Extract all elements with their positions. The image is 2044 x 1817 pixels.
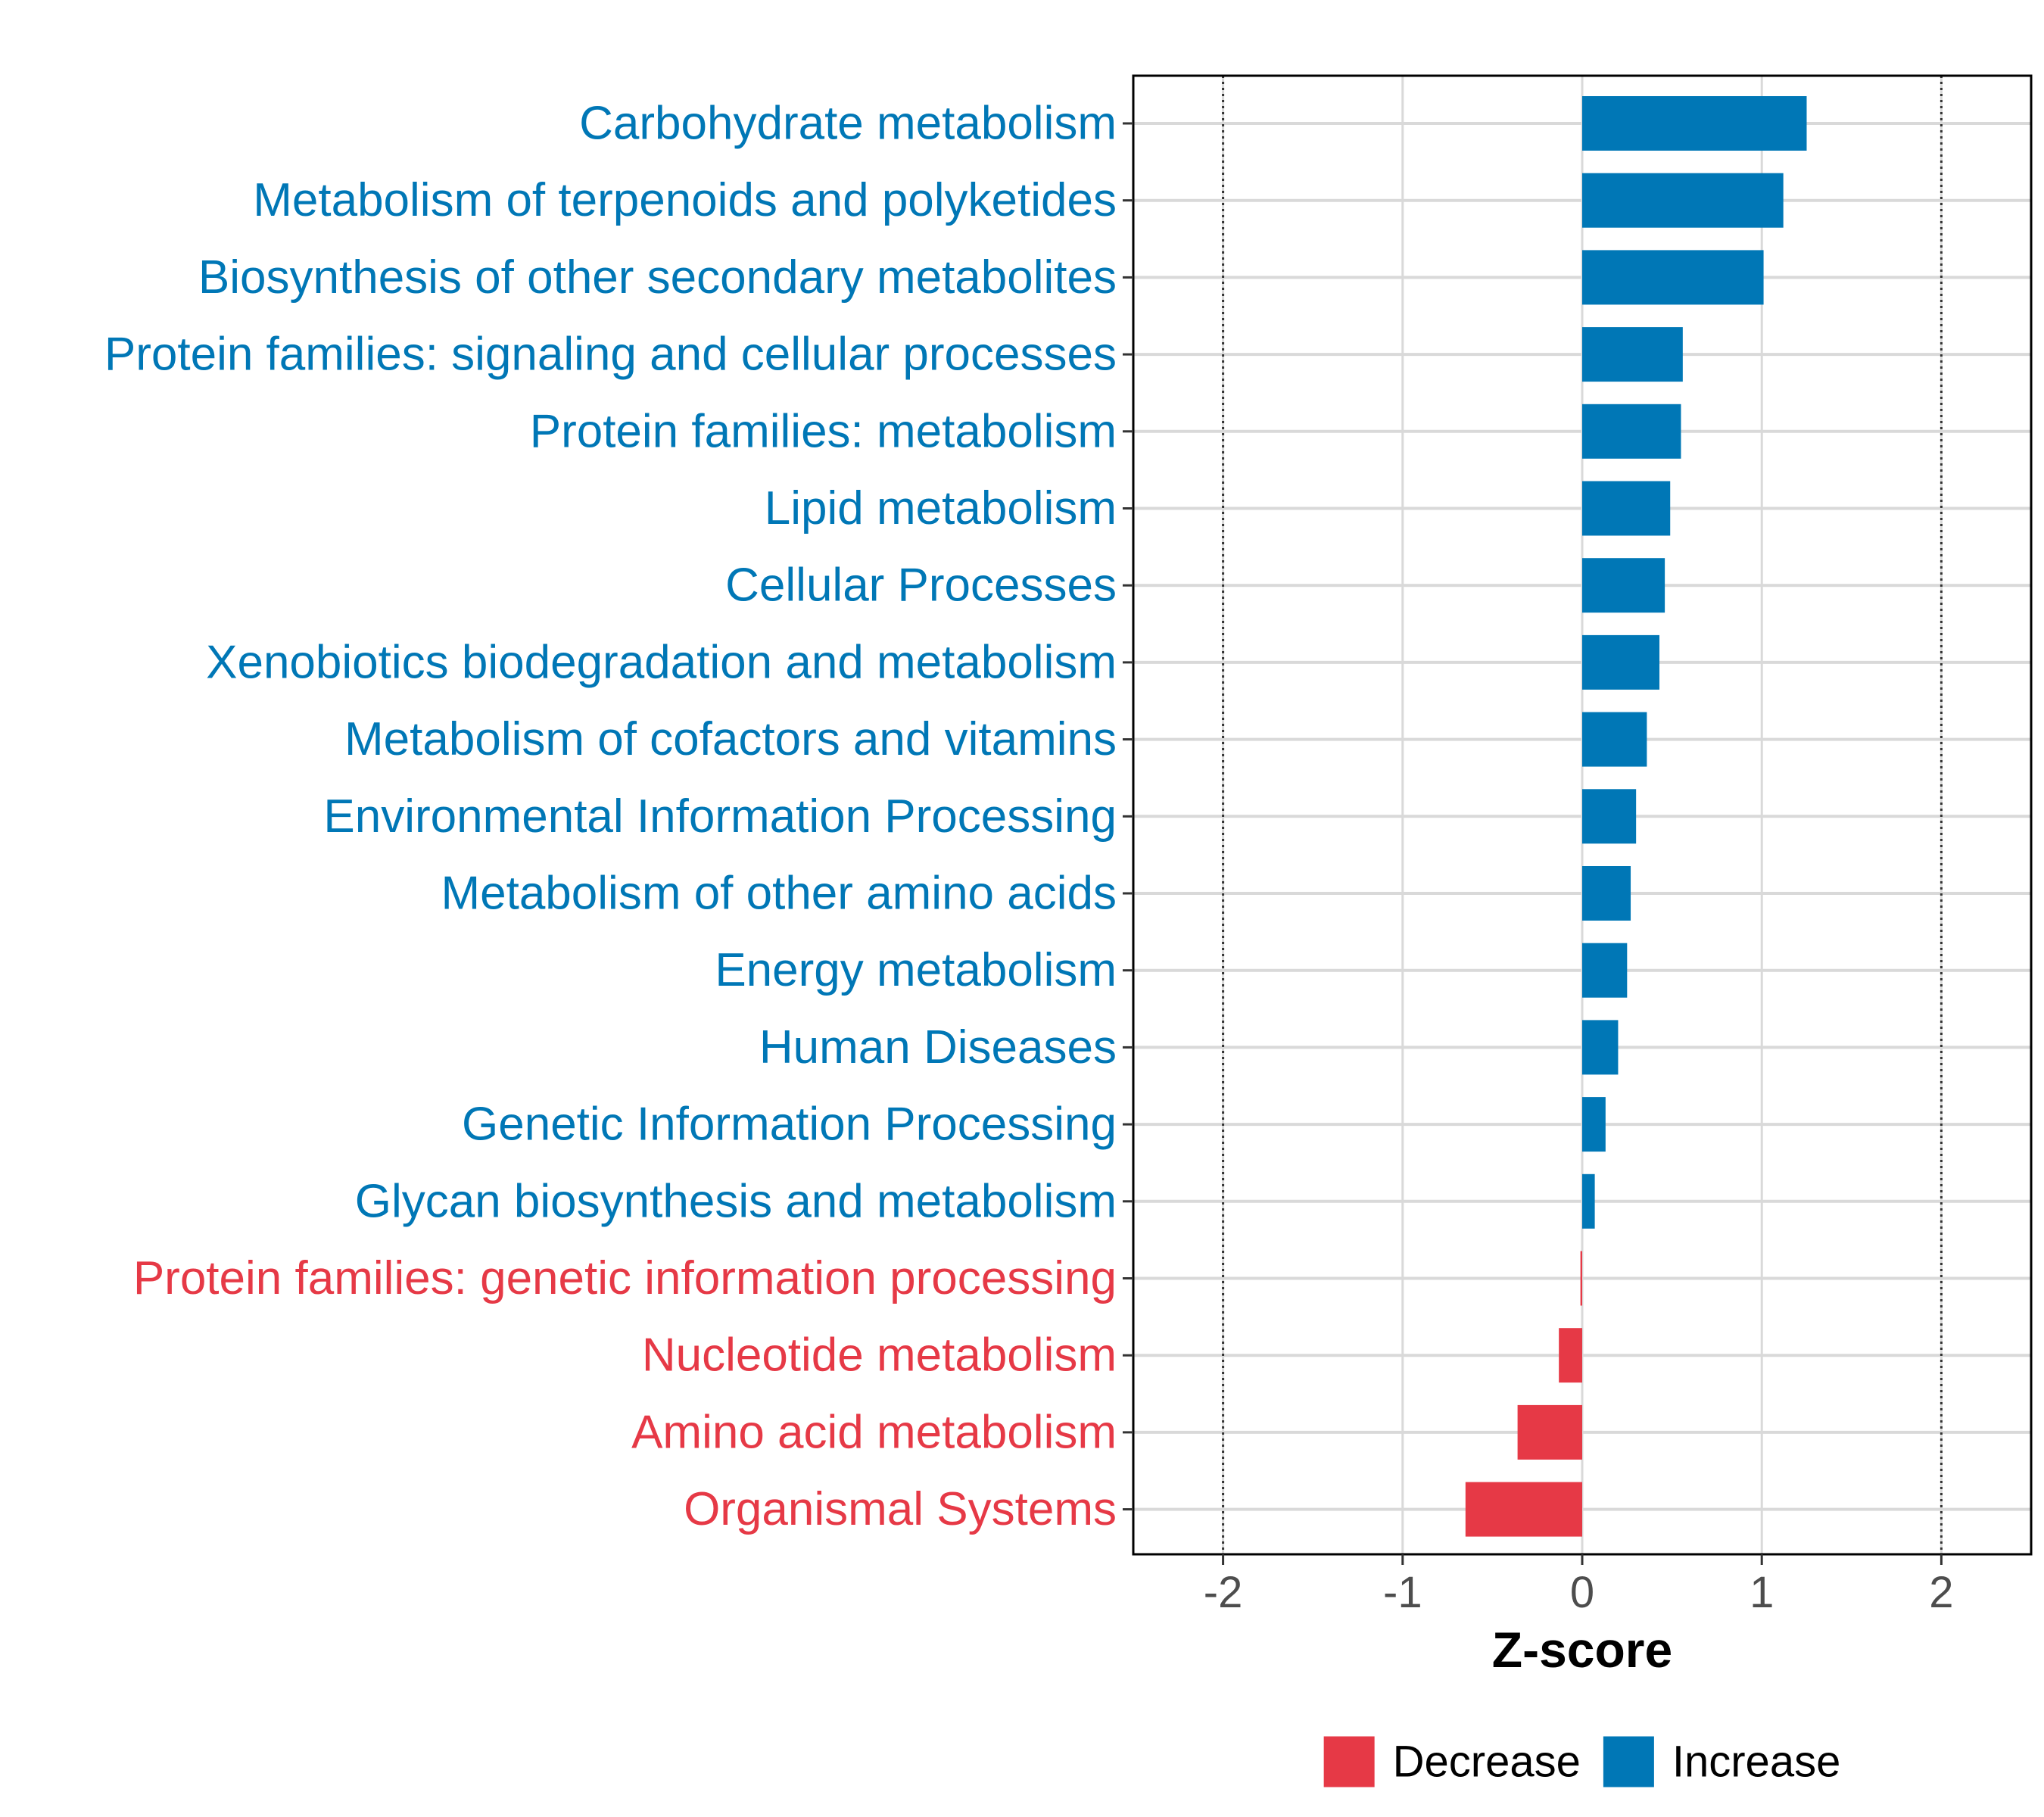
category-label: Xenobiotics biodegradation and metabolis… <box>206 636 1117 688</box>
bar <box>1582 558 1665 613</box>
bar <box>1582 943 1628 998</box>
legend-label-increase: Increase <box>1672 1738 1840 1787</box>
category-label: Energy metabolism <box>715 944 1117 996</box>
category-label: Environmental Information Processing <box>323 790 1117 843</box>
legend-key-increase <box>1603 1736 1654 1787</box>
category-label: Nucleotide metabolism <box>642 1329 1117 1382</box>
category-label: Protein families: genetic information pr… <box>133 1252 1117 1304</box>
y-axis-ticks: Carbohydrate metabolism Metabolism of ter… <box>104 98 1133 1535</box>
x-tick-label: 1 <box>1750 1568 1774 1617</box>
x-tick-label: 0 <box>1570 1568 1594 1617</box>
bar <box>1580 1251 1582 1306</box>
bar <box>1582 712 1647 767</box>
bar <box>1582 1173 1595 1229</box>
category-label: Genetic Information Processing <box>462 1099 1117 1151</box>
category-label: Cellular Processes <box>725 559 1117 612</box>
category-label: Metabolism of cofactors and vitamins <box>344 713 1117 765</box>
bar <box>1559 1328 1582 1383</box>
x-axis-title: Z-score <box>1492 1622 1672 1678</box>
bar <box>1465 1482 1582 1537</box>
bar <box>1517 1404 1582 1460</box>
bar <box>1582 1097 1606 1152</box>
category-label: Organismal Systems <box>684 1483 1117 1535</box>
category-label: Carbohydrate metabolism <box>579 98 1117 150</box>
bars <box>1465 96 1807 1537</box>
bar <box>1582 250 1764 305</box>
category-label: Metabolism of terpenoids and polyketides <box>253 174 1117 226</box>
bar <box>1582 327 1683 382</box>
legend-label-decrease: Decrease <box>1393 1738 1581 1787</box>
bar <box>1582 173 1784 228</box>
bar <box>1582 96 1807 151</box>
reference-lines <box>1222 76 1943 1554</box>
bar <box>1582 866 1631 921</box>
x-axis-ticks: -2 -1 0 1 2 <box>1204 1554 1954 1617</box>
category-label: Protein families: signaling and cellular… <box>104 329 1117 381</box>
category-label: Glycan biosynthesis and metabolism <box>355 1175 1117 1227</box>
category-label: Biosynthesis of other secondary metaboli… <box>198 251 1117 304</box>
category-label: Amino acid metabolism <box>631 1406 1117 1458</box>
category-label: Human Diseases <box>759 1021 1117 1074</box>
category-label: Lipid metabolism <box>765 482 1117 535</box>
x-tick-label: -1 <box>1383 1568 1422 1617</box>
bar <box>1582 789 1637 844</box>
x-tick-label: 2 <box>1929 1568 1953 1617</box>
bar <box>1582 1020 1619 1075</box>
legend-key-decrease <box>1323 1736 1375 1787</box>
category-label: Protein families: metabolism <box>530 405 1117 457</box>
bar <box>1582 404 1681 459</box>
x-tick-label: -2 <box>1204 1568 1243 1617</box>
bar <box>1582 481 1671 536</box>
bar <box>1582 634 1659 690</box>
category-label: Metabolism of other amino acids <box>441 868 1117 920</box>
legend: Decrease Increase <box>1323 1736 1840 1787</box>
